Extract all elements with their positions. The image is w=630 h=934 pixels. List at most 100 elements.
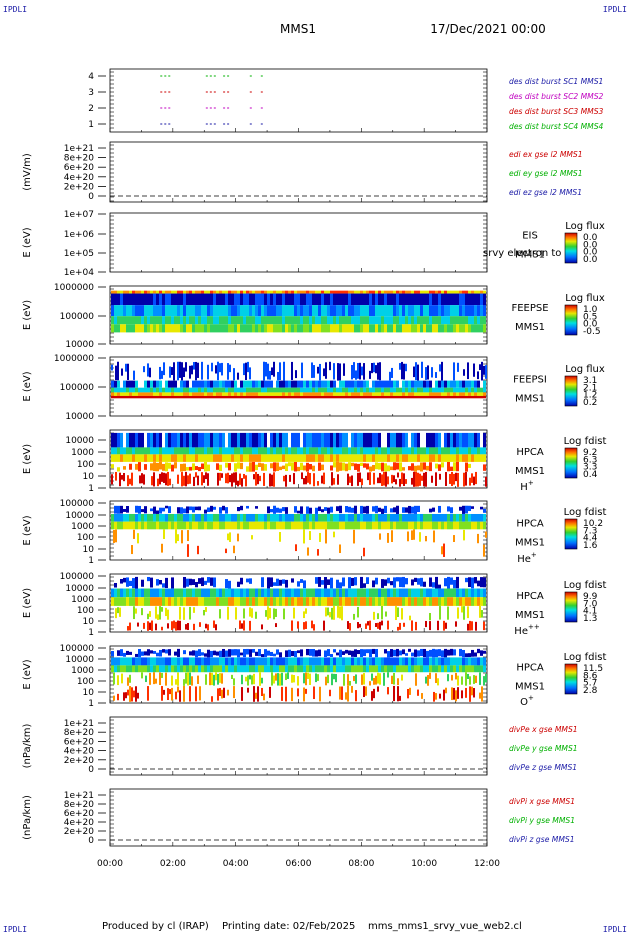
heat-cell xyxy=(291,380,294,388)
heat-cell xyxy=(345,392,348,396)
heat-cell xyxy=(185,624,187,630)
heat-cell xyxy=(453,392,456,396)
heat-cell xyxy=(456,513,459,522)
heat-cell xyxy=(381,316,384,325)
heat-cell xyxy=(393,447,396,455)
heat-cell xyxy=(327,387,330,393)
heat-cell xyxy=(339,290,342,294)
heat-cell xyxy=(174,521,177,530)
heat-cell xyxy=(297,380,300,388)
heat-cell xyxy=(307,472,309,483)
heat-cell xyxy=(369,316,372,325)
heat-cell xyxy=(159,392,162,396)
heat-cell xyxy=(174,454,177,462)
heat-cell xyxy=(171,675,173,686)
heat-cell xyxy=(423,395,426,399)
heat-cell xyxy=(162,665,165,673)
heat-cell xyxy=(189,665,192,673)
heat-cell xyxy=(186,454,189,462)
heat-cell xyxy=(351,685,353,693)
heat-cell xyxy=(161,543,163,553)
heat-cell xyxy=(303,290,306,294)
instrument-label: HPCA xyxy=(516,591,544,602)
heat-cell xyxy=(372,506,375,512)
heat-cell xyxy=(349,476,351,483)
heat-cell xyxy=(249,578,252,584)
heat-cell xyxy=(129,478,131,485)
heat-cell xyxy=(114,583,117,588)
heat-cell xyxy=(330,392,333,396)
heat-cell xyxy=(213,305,216,317)
heat-cell xyxy=(168,380,171,388)
heat-cell xyxy=(198,305,201,317)
heat-cell xyxy=(282,521,285,530)
heat-cell xyxy=(297,466,300,472)
legend-entry: divPi y gse MMS1 xyxy=(509,816,575,825)
heat-cell xyxy=(444,432,447,448)
heat-cell xyxy=(168,305,171,317)
species-label: H+ xyxy=(520,479,534,493)
heat-cell xyxy=(192,395,195,399)
heat-cell xyxy=(441,597,444,606)
heat-cell xyxy=(480,290,483,294)
heat-cell xyxy=(222,597,225,606)
heat-cell xyxy=(411,620,413,631)
heat-cell xyxy=(399,432,402,448)
heat-cell xyxy=(399,588,402,598)
heat-cell xyxy=(444,387,447,393)
heat-cell xyxy=(111,387,114,393)
heat-cell xyxy=(192,521,195,530)
heat-cell xyxy=(438,584,441,589)
heat-cell xyxy=(279,316,282,325)
heat-cell xyxy=(234,290,237,294)
y-tick-label: 8e+20 xyxy=(64,154,95,164)
heat-cell xyxy=(225,597,228,606)
heat-cell xyxy=(450,466,453,471)
heat-cell xyxy=(153,472,155,487)
heat-cell xyxy=(315,657,318,666)
heat-cell xyxy=(183,513,186,522)
heat-cell xyxy=(438,649,441,657)
heat-cell xyxy=(411,395,414,399)
heat-cell xyxy=(331,607,333,620)
heat-cell xyxy=(444,454,447,462)
heat-cell xyxy=(479,605,481,618)
heat-cell xyxy=(171,316,174,325)
heat-cell xyxy=(132,324,135,333)
heat-cell xyxy=(261,293,264,306)
heat-cell xyxy=(264,380,267,388)
heat-cell xyxy=(360,588,363,598)
heat-cell xyxy=(423,657,426,666)
heat-cell xyxy=(138,432,141,448)
heat-cell xyxy=(243,316,246,325)
heat-cell xyxy=(187,544,189,557)
heat-cell xyxy=(333,290,336,294)
heat-cell xyxy=(243,588,246,598)
heat-cell xyxy=(258,293,261,306)
heat-cell xyxy=(453,293,456,306)
heat-cell xyxy=(285,579,288,588)
heat-cell xyxy=(153,432,156,448)
heat-cell xyxy=(252,657,255,666)
heat-cell xyxy=(295,370,297,379)
heat-cell xyxy=(321,293,324,306)
heat-cell xyxy=(204,316,207,325)
heat-cell xyxy=(273,290,276,294)
heat-cell xyxy=(282,597,285,606)
heat-cell xyxy=(267,521,270,530)
heat-cell xyxy=(311,620,313,629)
heat-cell xyxy=(360,665,363,673)
heat-cell xyxy=(465,290,468,294)
heat-cell xyxy=(360,392,363,396)
heat-cell xyxy=(321,665,324,673)
colorbar xyxy=(564,518,578,550)
heat-cell xyxy=(179,620,181,631)
heat-cell xyxy=(462,513,465,522)
y-axis-label: E (eV) xyxy=(22,444,33,474)
heat-cell xyxy=(396,665,399,673)
heat-cell xyxy=(393,395,396,399)
heat-cell xyxy=(231,392,234,396)
heat-cell xyxy=(267,305,270,317)
heat-cell xyxy=(183,650,186,655)
